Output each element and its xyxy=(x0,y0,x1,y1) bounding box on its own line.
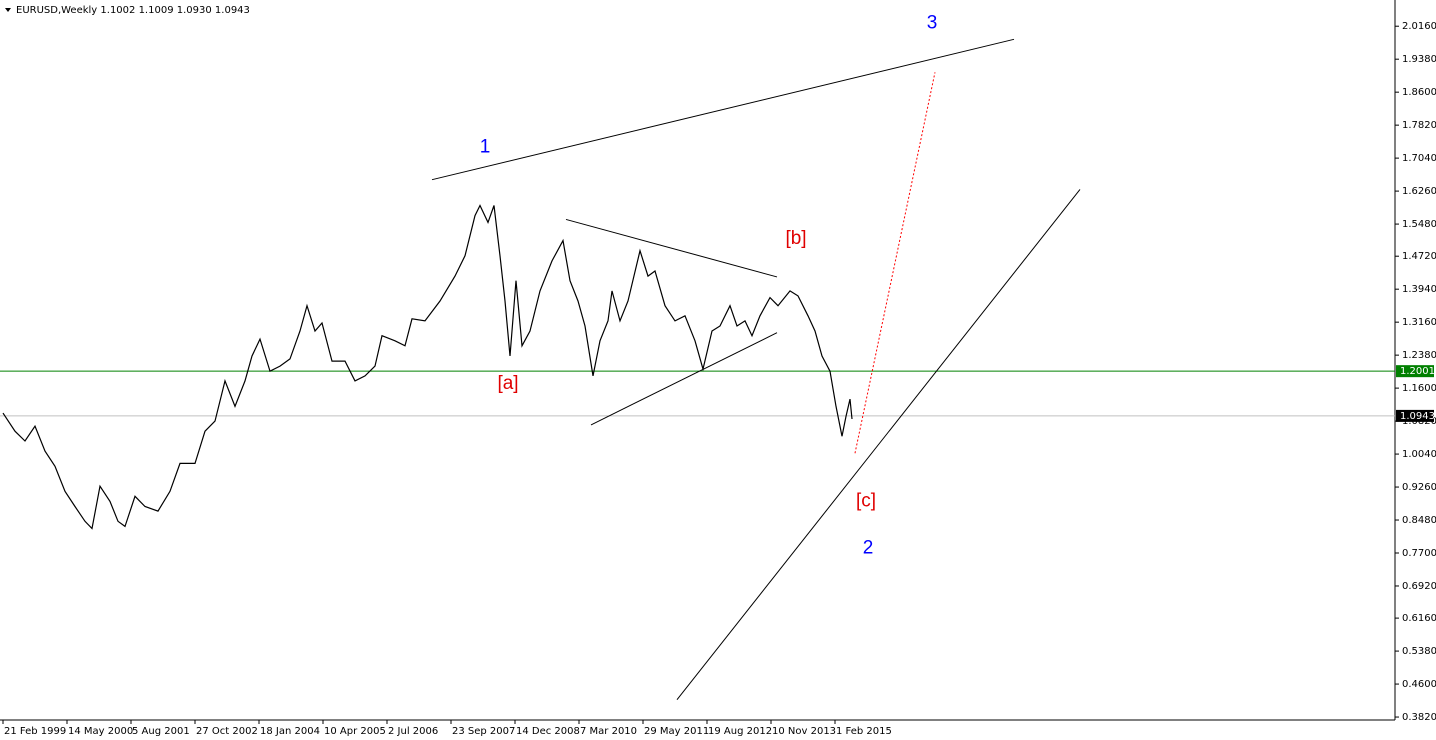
y-tick-label: 1.1600 xyxy=(1402,383,1436,394)
wave-label: 3 xyxy=(927,12,938,33)
trendline xyxy=(431,38,1015,181)
trendline xyxy=(676,189,1081,701)
y-tick-label: 0.7700 xyxy=(1402,548,1436,559)
y-tick-label: 0.3820 xyxy=(1402,712,1436,723)
chart-title: EURUSD,Weekly 1.1002 1.1009 1.0930 1.094… xyxy=(16,5,250,16)
x-tick-label: 21 Feb 1999 xyxy=(4,726,66,737)
x-tick-label: 1 Feb 2015 xyxy=(836,726,892,737)
price-level-box xyxy=(1396,365,1434,378)
x-tick-label: 27 Oct 2002 xyxy=(196,726,258,737)
y-tick-label: 0.6160 xyxy=(1402,613,1436,624)
wave-label: 2 xyxy=(863,537,874,558)
x-tick-label: 23 Sep 2007 xyxy=(452,726,515,737)
y-tick-label: 0.4600 xyxy=(1402,679,1436,690)
y-tick-label: 1.4720 xyxy=(1402,251,1436,262)
y-tick-label: 1.9380 xyxy=(1402,54,1436,65)
y-tick-label: 1.8600 xyxy=(1402,87,1436,98)
x-tick-label: 7 Mar 2010 xyxy=(580,726,637,737)
y-tick-label: 1.0040 xyxy=(1402,449,1436,460)
y-tick-label: 1.5480 xyxy=(1402,219,1436,230)
wave-label: [b] xyxy=(785,228,806,249)
y-tick-label: 0.8480 xyxy=(1402,515,1436,526)
y-tick-label: 1.3940 xyxy=(1402,284,1436,295)
wave-label: 1 xyxy=(480,137,491,158)
x-tick-label: 29 May 2011 xyxy=(644,726,709,737)
x-tick-label: 5 Aug 2001 xyxy=(132,726,190,737)
price-level-box xyxy=(1396,409,1434,422)
y-tick-label: 0.6920 xyxy=(1402,581,1436,592)
y-tick-label: 0.9260 xyxy=(1402,482,1436,493)
x-tick-label: 2 Jul 2006 xyxy=(388,726,438,737)
trendline xyxy=(854,72,936,454)
x-tick-label: 10 Nov 2013 xyxy=(772,726,836,737)
trendline xyxy=(565,218,778,278)
y-tick-label: 0.5380 xyxy=(1402,646,1436,657)
x-tick-label: 14 May 2000 xyxy=(68,726,133,737)
x-tick-label: 10 Apr 2005 xyxy=(324,726,386,737)
y-tick-label: 2.0160 xyxy=(1402,21,1436,32)
price-line xyxy=(2,204,853,530)
y-tick-label: 1.7040 xyxy=(1402,153,1436,164)
x-tick-label: 19 Aug 2012 xyxy=(708,726,772,737)
y-tick-label: 1.6260 xyxy=(1402,186,1436,197)
wave-label: [c] xyxy=(856,490,876,511)
y-tick-label: 1.3160 xyxy=(1402,317,1436,328)
symbol-menu-arrow[interactable] xyxy=(5,8,11,12)
price-level-label: 1.0943 xyxy=(1400,411,1435,422)
x-tick-label: 14 Dec 2008 xyxy=(516,726,580,737)
y-tick-label: 1.2380 xyxy=(1402,350,1436,361)
x-tick-label: 18 Jan 2004 xyxy=(260,726,320,737)
trendline xyxy=(590,332,778,426)
wave-label: [a] xyxy=(497,373,518,394)
y-tick-label: 1.7820 xyxy=(1402,120,1436,131)
price-level-label: 1.2001 xyxy=(1400,366,1435,377)
